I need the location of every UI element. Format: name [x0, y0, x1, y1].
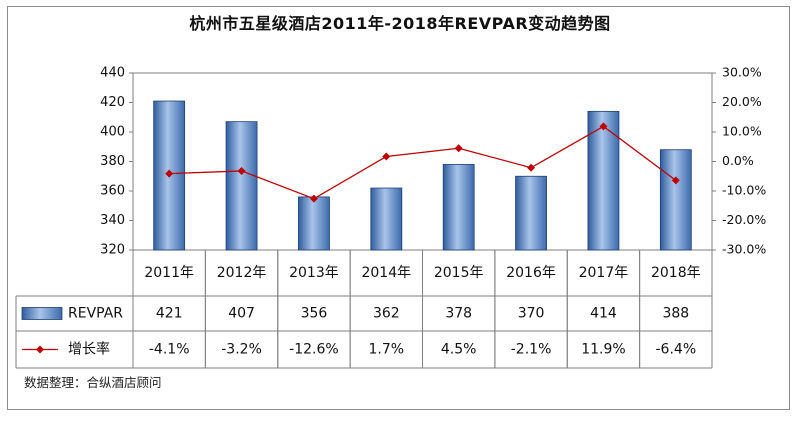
left-axis-tick-label: 440: [100, 66, 125, 81]
category-label: 2013年: [289, 265, 339, 281]
growth-rate-legend-marker: [36, 345, 44, 354]
revpar-bar: [298, 196, 330, 251]
left-axis-tick-label: 400: [100, 125, 125, 140]
growth-rate-value-label: -6.4%: [656, 342, 697, 358]
growth-rate-value-label: -2.1%: [511, 342, 552, 358]
revpar-bar: [370, 187, 403, 251]
right-axis-tick-label: -10.0%: [722, 183, 766, 198]
category-label: 2014年: [361, 265, 411, 281]
revpar-value-label: 421: [156, 306, 183, 322]
source-note: 数据整理：合纵酒店顾问: [24, 375, 162, 390]
growth-rate-value-label: -4.1%: [149, 342, 190, 358]
revpar-value-label: 407: [228, 306, 255, 322]
revpar-value-label: 388: [662, 306, 689, 322]
right-axis-tick-label: 10.0%: [722, 124, 762, 139]
category-label: 2018年: [651, 265, 701, 281]
growth-rate-legend-label: 增长率: [68, 341, 110, 358]
left-axis-tick-label: 420: [100, 95, 125, 110]
right-axis-tick-label: -30.0%: [722, 242, 766, 257]
chart-title: 杭州市五星级酒店2011年-2018年REVPAR变动趋势图: [189, 14, 611, 33]
category-label: 2015年: [434, 265, 484, 281]
growth-rate-value-label: 1.7%: [369, 342, 405, 358]
revpar-value-label: 414: [590, 306, 617, 322]
growth-rate-point: [309, 194, 318, 203]
category-label: 2016年: [506, 265, 556, 281]
growth-rate-value-label: 11.9%: [581, 342, 625, 358]
right-axis-tick-label: 20.0%: [722, 94, 762, 109]
growth-rate-point: [527, 163, 536, 172]
growth-rate-value-label: 4.5%: [441, 342, 477, 358]
plot-area: [132, 72, 713, 251]
left-axis-tick-label: 320: [100, 243, 125, 258]
category-label: 2011年: [144, 265, 194, 281]
revpar-value-label: 356: [301, 306, 328, 322]
right-axis-tick-label: -20.0%: [722, 212, 766, 227]
left-axis-tick-label: 380: [100, 154, 125, 169]
revpar-value-label: 378: [445, 306, 472, 322]
growth-rate-value-label: -3.2%: [221, 342, 262, 358]
growth-rate-point: [454, 144, 463, 153]
category-label: 2017年: [579, 265, 629, 281]
revpar-value-label: 370: [518, 306, 545, 322]
left-axis-tick-label: 340: [100, 213, 125, 228]
revpar-bar: [515, 175, 547, 251]
left-axis-tick-label: 360: [100, 184, 125, 199]
growth-rate-point: [671, 176, 680, 185]
revpar-legend-label: REVPAR: [68, 306, 123, 322]
revpar-bar: [442, 164, 475, 251]
growth-rate-point: [237, 166, 246, 175]
category-label: 2012年: [217, 265, 267, 281]
growth-rate-value-label: -12.6%: [289, 342, 339, 358]
growth-rate-point: [165, 169, 174, 178]
revpar-bar: [659, 149, 692, 251]
right-axis-tick-label: 0.0%: [722, 153, 754, 168]
growth-rate-point: [382, 152, 391, 161]
revpar-value-label: 362: [373, 306, 400, 322]
right-axis-tick-label: 30.0%: [722, 65, 762, 80]
growth-rate-point: [599, 122, 608, 131]
revpar-legend-key: [21, 307, 63, 320]
growth-rate-line: [169, 125, 677, 200]
revpar-bar: [225, 121, 258, 251]
